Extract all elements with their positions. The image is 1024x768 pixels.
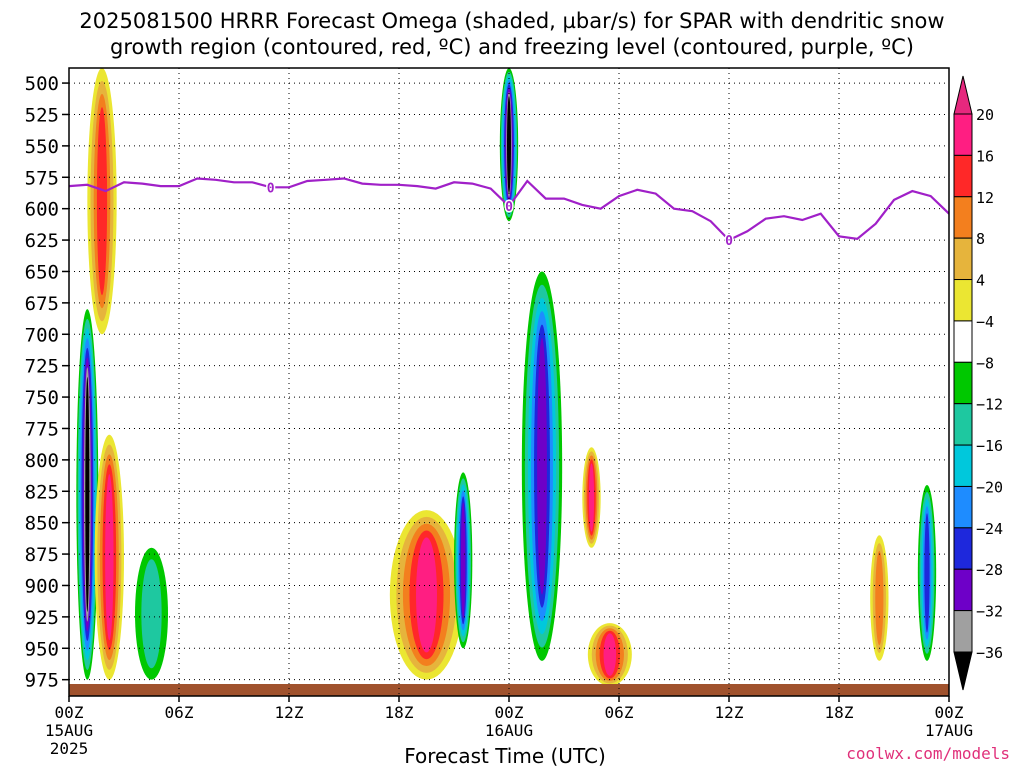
- colorbar-label: −8: [976, 354, 994, 372]
- freezing-level-line: [69, 177, 949, 242]
- y-tick-label: 600: [25, 199, 59, 221]
- omega-feature-10-level-4: [924, 513, 930, 633]
- freezing-level-label: 0: [505, 200, 513, 215]
- y-tick-label: 775: [25, 418, 59, 440]
- terrain-band: [69, 684, 949, 696]
- terrain-fill: [69, 684, 949, 696]
- colorbar-label: 8: [976, 230, 985, 248]
- chart-title-line-2: growth region (contoured, red, ºC) and f…: [110, 35, 914, 59]
- colorbar-label: −36: [976, 644, 1003, 662]
- x-tick-label: 06Z: [605, 703, 634, 722]
- x-tick-label: 12Z: [275, 703, 304, 722]
- y-tick-label: 700: [25, 324, 59, 346]
- colorbar-swatch: [953, 196, 973, 239]
- omega-shading: [76, 68, 937, 686]
- y-tick-label: 800: [25, 450, 59, 472]
- y-tick-label: 625: [25, 230, 59, 252]
- y-tick-label: 525: [25, 104, 59, 126]
- y-tick-label: 550: [25, 136, 59, 158]
- colorbar-top-triangle: [953, 75, 973, 115]
- colorbar-swatch: [953, 568, 973, 612]
- colorbar-swatch: [953, 154, 973, 198]
- omega-feature-4-level-4: [416, 537, 437, 653]
- colorbar-swatch: [953, 237, 973, 281]
- colorbar: 20 16 12 8 4 −4 −8 −12 −16 −20 −24 −28 −32 −36: [953, 75, 1003, 691]
- y-axis: 500 525 550 575 600 625 650 675 700 725 750 775 800 8…: [25, 73, 69, 692]
- omega-feature-11-level-2: [875, 550, 884, 646]
- x-tick-label: 00Z: [55, 703, 84, 722]
- y-tick-label: 725: [25, 356, 59, 378]
- freezing-level-label: 0: [725, 234, 733, 249]
- colorbar-label: −20: [976, 478, 1003, 496]
- freezing-level-contour: 0 0 0: [69, 177, 949, 251]
- x-tick-label: 18Z: [825, 703, 854, 722]
- colorbar-label: 20: [976, 106, 994, 124]
- omega-feature-6-level-7: [507, 96, 511, 194]
- y-tick-label: 575: [25, 167, 59, 189]
- omega-feature-0-level-7: [85, 377, 90, 612]
- omega-feature-9-level-4: [603, 633, 617, 676]
- colorbar-label: −4: [976, 313, 994, 331]
- colorbar-swatch: [953, 485, 973, 529]
- y-tick-label: 650: [25, 261, 59, 283]
- y-tick-label: 975: [25, 670, 59, 692]
- x-tick-date: 17AUG: [925, 721, 973, 740]
- y-tick-label: 675: [25, 293, 59, 315]
- y-tick-label: 900: [25, 575, 59, 597]
- x-tick-date: 15AUG: [45, 721, 93, 740]
- x-tick-label: 06Z: [165, 703, 194, 722]
- colorbar-swatch: [953, 527, 973, 570]
- grid-lines: [68, 68, 950, 696]
- x-tick-date: 16AUG: [485, 721, 533, 740]
- omega-feature-2-level-4: [105, 474, 114, 641]
- y-tick-label: 750: [25, 387, 59, 409]
- y-tick-label: 500: [25, 73, 59, 95]
- colorbar-label: −24: [976, 520, 1003, 538]
- colorbar-label: 16: [976, 147, 994, 165]
- x-axis-label: Forecast Time (UTC): [404, 744, 606, 768]
- y-tick-label: 875: [25, 544, 59, 566]
- x-tick-label: 00Z: [495, 703, 524, 722]
- x-tick-label: 00Z: [935, 703, 964, 722]
- colorbar-label: −28: [976, 561, 1003, 579]
- colorbar-swatch: [953, 279, 973, 322]
- colorbar-swatch: [953, 361, 973, 405]
- colorbar-bottom-triangle: [953, 651, 973, 691]
- chart-title-line-1: 2025081500 HRRR Forecast Omega (shaded, …: [79, 9, 945, 33]
- x-tick-year: 2025: [50, 739, 89, 758]
- omega-feature-7-level-5: [537, 337, 547, 595]
- colorbar-label: −32: [976, 603, 1003, 621]
- colorbar-label: −12: [976, 396, 1003, 414]
- y-tick-label: 925: [25, 607, 59, 629]
- y-tick-label: 825: [25, 481, 59, 503]
- colorbar-label: −16: [976, 437, 1003, 455]
- colorbar-swatch: [953, 403, 973, 446]
- credit-text: coolwx.com/models: [846, 744, 1010, 763]
- freezing-level-label: 0: [267, 181, 275, 196]
- colorbar-swatch: [953, 113, 973, 156]
- x-tick-label: 12Z: [715, 703, 744, 722]
- y-tick-label: 950: [25, 638, 59, 660]
- omega-feature-8-level-4: [588, 463, 595, 532]
- colorbar-label: 4: [976, 272, 985, 290]
- omega-feature-5-level-5: [460, 502, 466, 619]
- colorbar-label: 12: [976, 189, 994, 207]
- x-tick-label: 18Z: [385, 703, 414, 722]
- y-tick-label: 850: [25, 513, 59, 535]
- colorbar-swatch: [953, 444, 973, 487]
- chart-title: 2025081500 HRRR Forecast Omega (shaded, …: [0, 8, 1024, 60]
- omega-feature-1-level-3: [96, 107, 108, 296]
- colorbar-swatch: [953, 320, 973, 363]
- omega-feature-3-level-1: [141, 559, 162, 669]
- colorbar-swatch: [953, 610, 973, 653]
